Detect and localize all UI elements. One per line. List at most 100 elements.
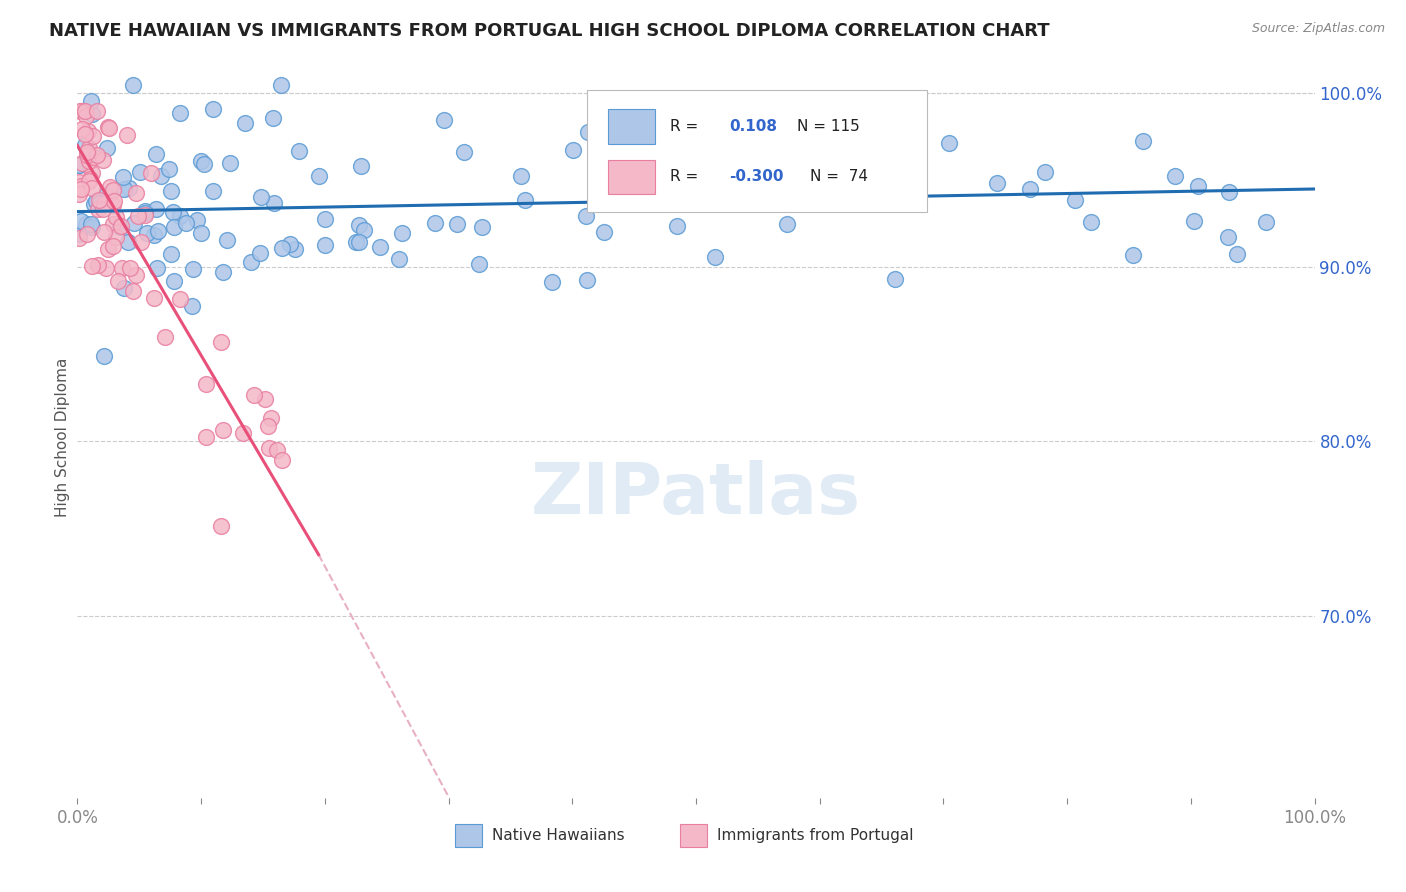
Point (163, 220, 186, 235)
Point (86, 103, 108, 118)
Point (938, 136, 960, 151)
Point (212, 265, 235, 279)
Point (129, 235, 152, 250)
Point (139, 166, 162, 180)
Point (1033, 164, 1056, 178)
Point (67, 158, 90, 172)
Point (278, 237, 301, 252)
Point (190, 226, 212, 240)
Point (142, 227, 165, 242)
Point (253, 392, 276, 406)
Point (76, 145, 98, 159)
Point (134, 204, 156, 219)
Point (83, 150, 105, 164)
Point (82, 129, 104, 144)
Point (609, 111, 631, 125)
Point (150, 169, 173, 183)
Text: ZIPatlas: ZIPatlas (531, 460, 860, 529)
Point (263, 195, 285, 210)
Point (350, 159, 373, 173)
Point (260, 411, 283, 425)
Point (202, 184, 225, 198)
Point (217, 233, 239, 247)
FancyBboxPatch shape (588, 90, 928, 211)
Text: 0.108: 0.108 (730, 119, 778, 134)
Point (67, 175, 90, 189)
Point (75, 103, 97, 118)
Point (243, 388, 266, 402)
Point (117, 235, 139, 249)
Point (1254, 215, 1277, 229)
Point (986, 177, 1008, 191)
Point (195, 429, 218, 443)
Point (84, 194, 107, 208)
Text: R =: R = (671, 169, 703, 185)
Point (453, 145, 475, 159)
Point (174, 216, 197, 230)
Point (209, 335, 232, 350)
Point (97, 242, 120, 256)
Point (1218, 185, 1240, 199)
Point (86, 258, 108, 272)
Point (157, 162, 180, 177)
Point (193, 157, 215, 171)
Point (127, 210, 149, 224)
Point (82, 259, 104, 273)
Point (162, 205, 184, 219)
Point (79, 153, 101, 168)
Point (624, 160, 647, 174)
Point (160, 246, 183, 260)
Point (104, 211, 127, 225)
Point (67, 227, 90, 241)
Point (134, 208, 156, 222)
Point (91, 153, 114, 167)
Point (83, 197, 105, 211)
Point (111, 260, 134, 275)
Point (98, 179, 121, 194)
Point (510, 169, 533, 183)
Point (101, 217, 124, 231)
Text: NATIVE HAWAIIAN VS IMMIGRANTS FROM PORTUGAL HIGH SCHOOL DIPLOMA CORRELATION CHAR: NATIVE HAWAIIAN VS IMMIGRANTS FROM PORTU… (49, 22, 1050, 40)
Point (121, 78, 143, 92)
Point (103, 194, 125, 209)
Point (181, 299, 204, 313)
Point (70, 214, 93, 228)
Point (287, 145, 309, 159)
Point (232, 425, 254, 440)
Point (284, 242, 307, 256)
Point (249, 245, 271, 260)
Point (745, 141, 768, 155)
Point (1064, 193, 1087, 207)
Point (250, 190, 273, 204)
Point (219, 156, 242, 170)
Point (270, 78, 292, 92)
Text: -0.300: -0.300 (730, 169, 785, 185)
Point (884, 272, 907, 286)
Point (105, 230, 128, 244)
Bar (681, 824, 707, 847)
Point (271, 453, 294, 467)
Point (107, 274, 129, 288)
Point (122, 216, 145, 230)
Point (259, 441, 281, 455)
Point (67, 158, 90, 172)
Text: Immigrants from Portugal: Immigrants from Portugal (717, 829, 914, 844)
Point (67, 231, 90, 245)
Point (344, 235, 367, 250)
Point (640, 165, 662, 179)
Point (1019, 182, 1042, 196)
Point (97, 120, 120, 135)
Point (89, 193, 111, 207)
Point (194, 376, 217, 391)
Point (314, 211, 336, 226)
Point (128, 164, 150, 178)
Point (592, 140, 614, 154)
Point (1080, 215, 1102, 229)
Point (142, 291, 165, 305)
Point (118, 180, 141, 194)
Point (1184, 214, 1206, 228)
Point (80, 95, 103, 109)
Point (388, 252, 411, 267)
Point (91, 202, 114, 217)
Point (70, 103, 93, 118)
